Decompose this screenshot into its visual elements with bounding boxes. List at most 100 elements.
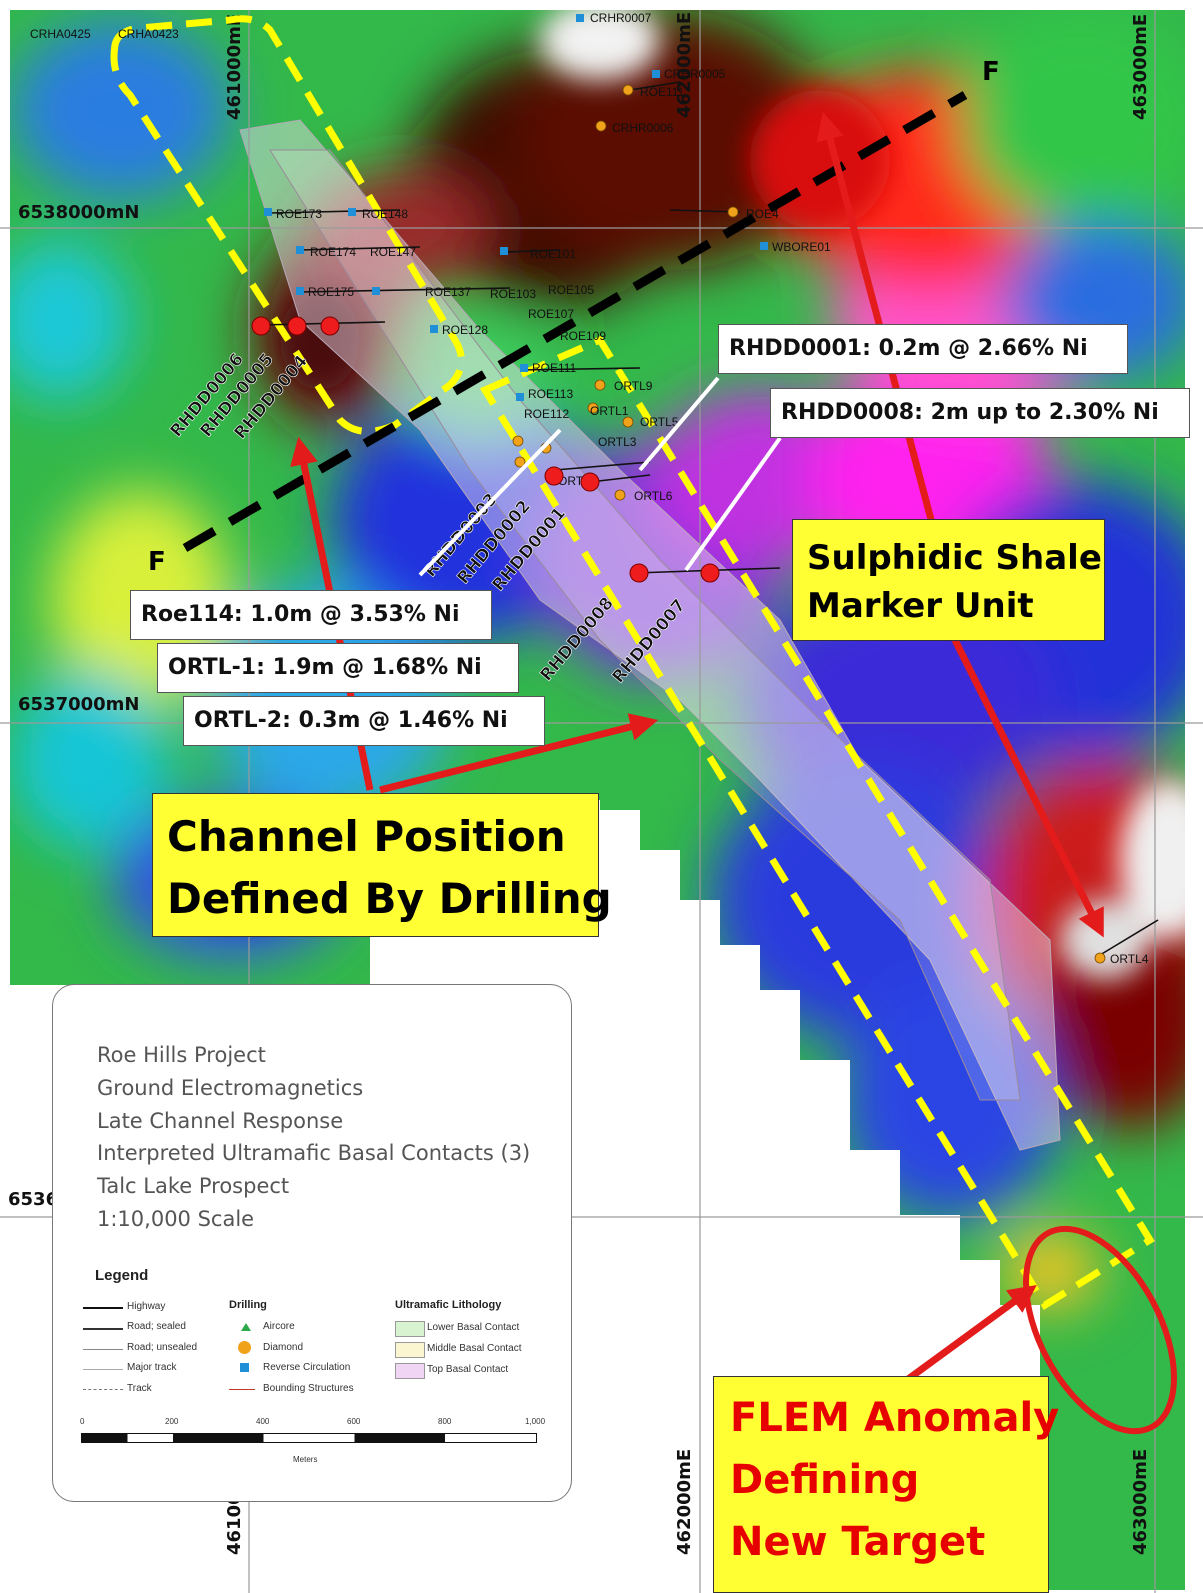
scale-tick-600: 600 [347,1417,361,1426]
drill-label-ortl1: ORTL1 [590,404,629,418]
drill-label-roe113: ROE113 [528,387,573,401]
drill-label-roe148: ROE148 [362,207,408,221]
legend-lith-lower: Lower Basal Contact [427,1322,520,1333]
legend-lithology-heading: Ultramafic Lithology [395,1299,502,1311]
label-flem-anomaly: FLEM Anomaly Defining New Target [713,1376,1060,1593]
section-label-start: F [148,547,166,577]
drill-label-ortl9: ORTL9 [614,379,653,393]
drill-label-wbore01: WBORE01 [772,240,831,254]
drill-label-roe4: ROE4 [746,207,779,221]
label-channel-position-line-1: Channel Position [167,812,566,861]
label-channel-position: Channel Position Defined By Drilling [152,793,612,937]
diamond-drill-icon [238,1341,251,1354]
lower-channel-outline [479,335,1155,1310]
scale-tick-200: 200 [165,1417,179,1426]
scale-tick-0: 0 [80,1417,85,1426]
drill-labels: CRHA0425 CRHA0423 CRHR0007 CRHR0005 ROE1… [30,11,1149,966]
flem-anomaly-ellipse [1023,1225,1177,1435]
legend-drill-bounding: Bounding Structures [263,1383,354,1394]
legend-drill-rc: Reverse Circulation [263,1362,351,1373]
drill-label-ortl6: ORTL6 [634,489,673,503]
label-flem-anomaly-line-3: New Target [730,1519,986,1565]
easting-label-top-463000: 463000mE [1130,14,1151,120]
label-sulphidic-shale-line-2: Marker Unit [807,586,1034,626]
legend-drill-aircore: Aircore [263,1321,295,1332]
legend-lith-top: Top Basal Contact [427,1364,509,1375]
arrow-to-ortl4 [951,638,1104,938]
scale-tick-800: 800 [438,1417,452,1426]
legend-heading: Legend [95,1267,149,1284]
legend-title-line-2: Ground Electromagnetics [97,1076,364,1100]
callout-rhdd0008: RHDD0008: 2m up to 2.30% Ni [770,388,1190,438]
drill-label-ortl3: ORTL3 [598,435,637,449]
easting-label-top-462000: 462000mE [674,12,695,118]
drill-label-roe174: ROE174 [310,245,356,259]
legend-road-symbols [83,1307,123,1390]
legend-drill-diamond: Diamond [263,1342,304,1353]
upper-channel-outline [110,15,465,435]
arrow-to-flem [897,1285,1037,1388]
drill-label-roe101: ROE101 [530,247,576,261]
middle-basal-swatch [395,1342,425,1358]
map-legend: Roe Hills Project Ground Electromagnetic… [52,984,572,1502]
label-sulphidic-shale-line-1: Sulphidic Shale [807,538,1102,578]
drill-label-crha0423: CRHA0423 [118,27,179,41]
scale-tick-1000: 1,000 [525,1417,546,1426]
legend-road-highway: Highway [127,1301,166,1312]
legend-road-unsealed: Road; unsealed [127,1342,198,1353]
drill-label-crhr0007: CRHR0007 [590,11,652,25]
easting-label-bottom-463000: 463000mE [1130,1449,1151,1555]
drill-label-roe112: ROE112 [524,407,569,421]
drill-label-roe175: ROE175 [308,285,354,299]
label-flem-anomaly-line-2: Defining [730,1457,920,1503]
callout-ortl1: ORTL-1: 1.9m @ 1.68% Ni [157,643,519,693]
bounding-structure-icon [229,1389,255,1390]
drill-label-roe128: ROE128 [442,323,488,337]
legend-road-sealed: Road; sealed [127,1321,186,1332]
drill-label-roe107: ROE107 [528,307,574,321]
aircore-icon [241,1323,251,1331]
drill-label-ortl5: ORTL5 [640,415,679,429]
legend-road-track: Track [127,1383,152,1394]
drill-label-ortl4: ORTL4 [1110,952,1149,966]
easting-label-bottom-462000: 462000mE [674,1449,695,1555]
drill-label-roe109: ROE109 [560,329,606,343]
legend-title-line-3: Late Channel Response [97,1109,344,1133]
drill-label-roe111: ROE111 [532,361,577,375]
legend-title-line-5: Talc Lake Prospect [97,1174,290,1198]
lower-basal-swatch [395,1321,425,1337]
drill-label-roe105: ROE105 [548,283,594,297]
northing-label-6537000: 6537000mN [18,694,140,715]
arrow-to-lower-channel [379,713,659,794]
scale-bar [81,1433,537,1443]
drill-label-crha0425: CRHA0425 [30,27,91,41]
scale-tick-400: 400 [256,1417,270,1426]
drill-label-roe137: ROE137 [425,285,471,299]
callout-leaders [418,376,782,577]
callout-ortl2: ORTL-2: 0.3m @ 1.46% Ni [183,696,545,746]
callout-roe114: Roe114: 1.0m @ 3.53% Ni [130,590,492,640]
legend-title-line-6: 1:10,000 Scale [97,1207,255,1231]
label-channel-position-line-2: Defined By Drilling [167,874,612,923]
label-flem-anomaly-line-1: FLEM Anomaly [730,1395,1060,1441]
drill-label-roe147: ROE147 [370,245,416,259]
easting-label-top-461000: 461000mE [224,14,245,120]
legend-title-line-4: Interpreted Ultramafic Basal Contacts (3… [97,1141,531,1165]
reverse-circulation-icon [240,1363,249,1372]
scale-unit: Meters [293,1455,318,1464]
northing-label-6538000: 6538000mN [18,202,140,223]
drill-label-crhr0005: CRHR0005 [664,67,726,81]
reverse-circulation-markers [264,14,768,401]
legend-road-major-track: Major track [127,1362,177,1373]
label-sulphidic-shale: Sulphidic Shale Marker Unit [792,519,1105,641]
drill-label-roe103: ROE103 [490,287,536,301]
drill-label-roe111-top: ROE111 [640,85,685,99]
legend-drilling-heading: Drilling [229,1299,267,1311]
legend-title-line-1: Roe Hills Project [97,1043,266,1067]
legend-lith-middle: Middle Basal Contact [427,1343,522,1354]
drill-label-crhr0006: CRHR0006 [612,121,674,135]
drill-label-roe173: ROE173 [276,207,322,221]
callout-rhdd0001: RHDD0001: 0.2m @ 2.66% Ni [718,324,1128,374]
rhdd-target-holes [251,316,720,583]
section-label-end: F [982,57,1000,87]
